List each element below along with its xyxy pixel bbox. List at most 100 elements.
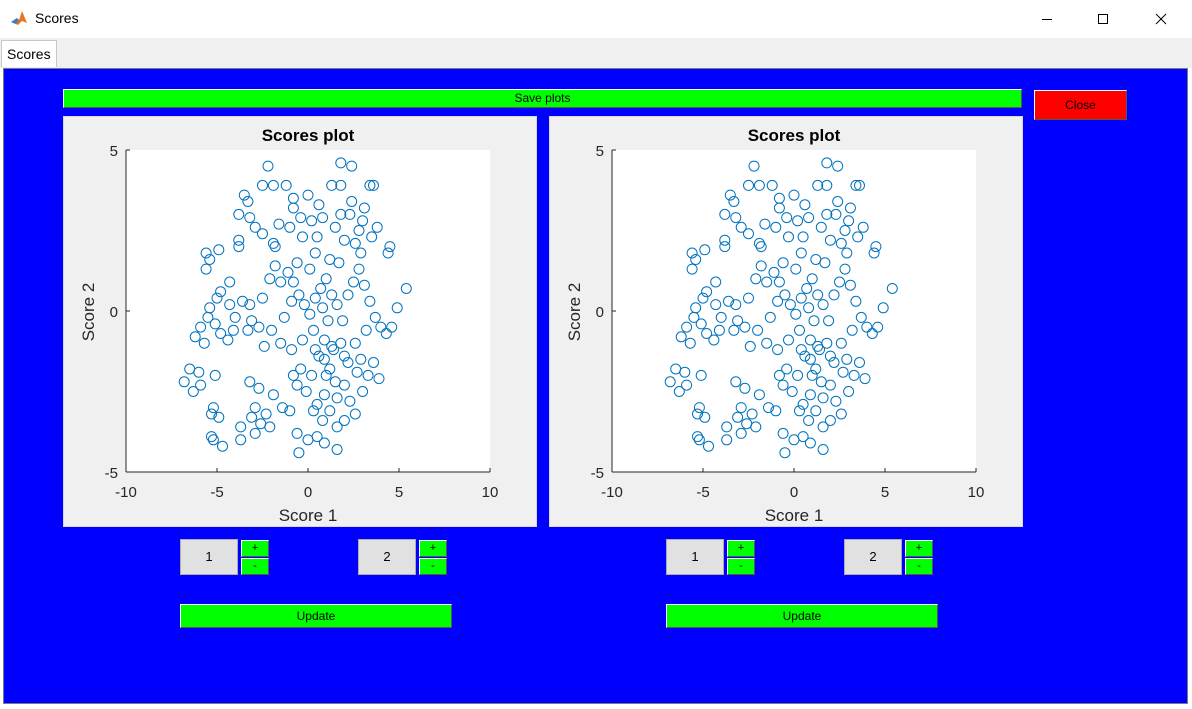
data-point (195, 321, 207, 333)
y-component-increment[interactable]: + (419, 540, 447, 557)
data-point (333, 257, 345, 269)
data-point (855, 311, 867, 323)
data-point (795, 247, 807, 259)
x-component-increment[interactable]: + (241, 540, 269, 557)
data-point (362, 369, 374, 381)
data-point (730, 376, 742, 388)
data-point (744, 340, 756, 352)
data-point (229, 311, 241, 323)
save-plots-button[interactable]: Save plots (63, 89, 1022, 108)
data-point (257, 228, 268, 240)
data-point (335, 337, 347, 349)
data-point (311, 398, 323, 410)
data-point (233, 234, 245, 246)
data-point (382, 247, 394, 259)
tab-scores[interactable]: Scores (1, 40, 57, 67)
data-point (832, 160, 844, 172)
y-component-field[interactable]: 2 (358, 539, 416, 575)
data-point (693, 434, 705, 446)
data-point (206, 431, 217, 443)
data-point (703, 440, 714, 452)
data-point (759, 218, 771, 230)
data-point (178, 376, 190, 388)
x-component-field[interactable]: 1 (180, 539, 238, 575)
data-point (799, 350, 811, 362)
x-axis-label: Score 1 (765, 506, 824, 525)
plot-panel-2: Scores plot Score 1 Score 2 -10 -5 0 5 1… (549, 116, 1023, 527)
data-point (209, 369, 221, 381)
data-point (866, 328, 878, 339)
close-button[interactable]: Close (1034, 90, 1127, 120)
data-point (308, 324, 319, 336)
plot-title: Scores plot (748, 126, 841, 145)
data-point (215, 328, 227, 339)
data-point (832, 196, 844, 207)
data-point (710, 299, 722, 311)
data-point (193, 366, 205, 378)
scores-plot-1: Scores plot Score 1 Score 2 -10 -5 0 5 1… (79, 126, 498, 525)
data-point (262, 160, 274, 172)
y-component-decrement[interactable]: - (419, 558, 447, 575)
data-point (326, 289, 338, 301)
close-window-button[interactable] (1138, 0, 1184, 38)
data-point (338, 350, 350, 362)
x-tick-label: 5 (395, 484, 403, 501)
data-point (695, 318, 707, 330)
maximize-icon (1098, 14, 1108, 24)
minimize-button[interactable] (1024, 0, 1070, 38)
data-point (200, 263, 212, 275)
data-point (267, 179, 279, 191)
x-component-decrement[interactable]: - (727, 558, 755, 575)
data-point (790, 263, 802, 275)
data-point (841, 353, 853, 365)
data-point (710, 276, 722, 288)
data-point (366, 231, 378, 243)
data-point (755, 241, 767, 253)
y-component-decrement[interactable]: - (905, 558, 933, 575)
data-point (235, 434, 247, 446)
data-point (317, 302, 329, 314)
data-point (309, 247, 321, 259)
y-component-field[interactable]: 2 (844, 539, 902, 575)
data-point (777, 379, 789, 391)
data-point (686, 247, 698, 259)
data-point (346, 160, 358, 172)
data-point (699, 244, 711, 256)
data-point (850, 295, 862, 307)
data-point (224, 276, 236, 288)
data-point (249, 427, 261, 439)
data-point (318, 389, 330, 401)
update-button-2[interactable]: Update (666, 604, 938, 628)
y-component-increment[interactable]: + (905, 540, 933, 557)
data-point (349, 237, 361, 249)
data-point (295, 212, 307, 224)
data-point (202, 311, 214, 323)
x-component-field[interactable]: 1 (666, 539, 724, 575)
data-point (200, 247, 212, 259)
x-component-increment[interactable]: + (727, 540, 755, 557)
data-point (368, 357, 379, 368)
x-component-decrement[interactable]: - (241, 558, 269, 575)
data-point (850, 179, 862, 191)
update-button-1[interactable]: Update (180, 604, 452, 628)
data-point (331, 421, 343, 433)
data-point (839, 263, 851, 275)
data-point (753, 389, 765, 401)
maximize-button[interactable] (1080, 0, 1126, 38)
data-point (380, 328, 392, 339)
data-point (346, 196, 358, 207)
data-point (373, 373, 385, 385)
data-point (755, 260, 767, 272)
data-point (331, 299, 343, 311)
data-point (269, 260, 281, 272)
data-point (764, 311, 776, 323)
data-point (355, 353, 367, 365)
data-point (187, 386, 199, 397)
data-point (795, 292, 807, 304)
matlab-app-icon (10, 9, 28, 27)
data-point (701, 328, 713, 339)
data-point (302, 189, 314, 201)
data-point (342, 357, 354, 368)
data-point (331, 392, 343, 404)
data-point (801, 283, 813, 294)
